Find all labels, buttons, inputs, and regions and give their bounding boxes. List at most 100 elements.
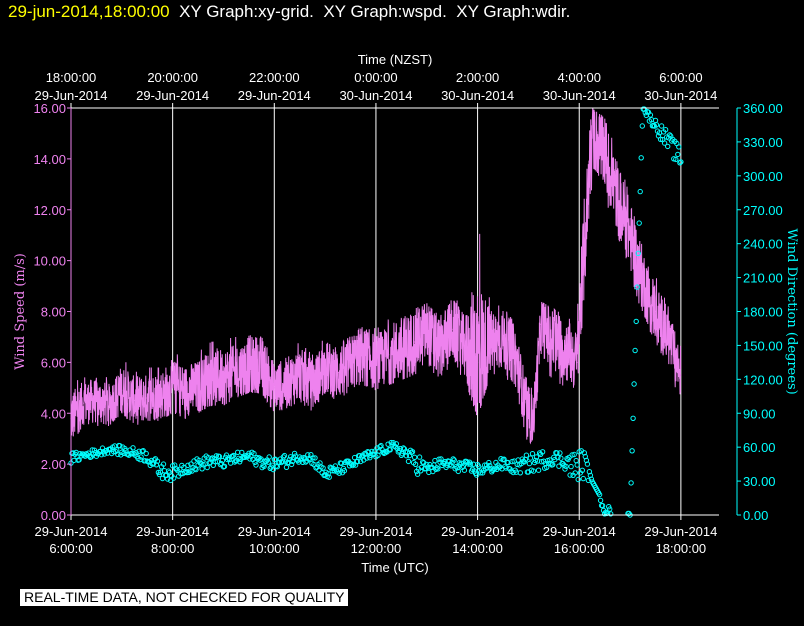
nzst-tick-date: 29-Jun-2014 [238,88,311,103]
wind-direction-marker [239,449,245,456]
y-right-tick-label: 330.00 [743,135,783,150]
y-right-tick-label: 300.00 [743,169,783,184]
wind-speed-point [210,377,212,379]
wind-direction-marker [265,459,271,465]
wind-direction-marker [117,443,123,449]
wind-direction-marker [221,463,228,469]
wind-direction-marker [260,462,266,468]
wind-speed-point [629,234,631,236]
wind-direction-marker [251,450,257,457]
wind-direction-marker [349,462,356,469]
utc-tick-date: 29-Jun-2014 [238,524,311,539]
wind-direction-marker [416,454,423,460]
y-right-tick-label: 360.00 [743,101,783,116]
y-right-tick-label: 270.00 [743,203,783,218]
wind-direction-marker [597,497,604,504]
y-right-tick-label: 60.00 [743,440,776,455]
wind-direction-marker [675,151,681,158]
wind-direction-marker [608,511,614,517]
wind-direction-marker [420,459,426,465]
wind-direction-marker [303,459,309,465]
utc-tick-time: 8:00:00 [151,541,194,556]
wind-direction-marker [517,470,523,476]
wind-speed-point [515,356,517,358]
wind-speed-point [83,402,85,404]
wind-direction-marker [491,466,497,473]
wind-direction-marker [434,465,440,471]
wind-speed-point [489,341,491,343]
wind-speed-line [70,107,682,445]
wind-speed-point [451,328,453,330]
wind-direction-marker [629,448,635,454]
wind-direction-marker [266,454,272,460]
wind-direction-marker [364,455,370,461]
wind-speed-point [197,387,199,389]
y-right-tick-label: 210.00 [743,271,783,286]
wind-direction-marker [140,448,146,454]
wind-direction-marker [130,445,136,451]
wind-speed-point [375,361,377,363]
wind-direction-marker [336,470,342,476]
wind-speed-point [426,331,428,333]
utc-tick-date: 29-Jun-2014 [441,524,514,539]
wind-direction-marker [283,464,290,470]
wind-direction-marker [312,455,318,461]
y-right-tick-label: 0.00 [743,508,768,523]
wind-direction-marker [280,454,287,460]
wind-direction-marker [558,455,564,461]
wind-direction-marker [138,454,144,460]
y-right-tick-label: 30.00 [743,474,776,489]
wind-direction-marker [653,122,660,128]
utc-tick-date: 29-Jun-2014 [35,524,108,539]
wind-direction-marker [568,463,574,470]
utc-tick-date: 29-Jun-2014 [136,524,209,539]
wind-direction-marker [556,463,562,469]
chart-header: 29-jun-2014,18:00:00 XY Graph:xy-grid. X… [8,2,570,22]
wind-direction-marker [637,188,643,195]
wind-speed-point [527,417,530,419]
y-left-tick-label: 10.00 [33,254,66,269]
wind-direction-marker [272,456,278,462]
wind-direction-marker [501,456,507,462]
wind-direction-marker [451,457,457,463]
header-graph-wdir: XY Graph:wdir. [456,2,571,21]
wind-direction-marker [547,457,553,463]
wind-direction-marker [287,454,294,460]
wind-direction-marker [328,465,334,471]
wind-speed-point [654,310,657,313]
wind-speed-point [576,361,578,363]
wind-direction-marker [634,284,640,290]
quality-disclaimer: REAL-TIME DATA, NOT CHECKED FOR QUALITY [20,589,349,606]
utc-tick-time: 12:00:00 [351,541,402,556]
wind-speed-point [95,399,98,402]
wind-direction-marker [208,456,215,462]
wind-direction-marker [661,140,668,146]
wind-speed-point [667,336,669,338]
wind-speed-point [502,338,504,341]
nzst-tick-time: 18:00:00 [46,70,97,85]
wind-direction-marker [580,475,586,482]
wind-direction-marker [509,458,515,465]
wind-direction-marker [230,452,237,459]
wind-direction-marker [335,467,341,473]
y-left-tick-label: 16.00 [33,101,66,116]
wind-speed-point [476,361,479,363]
wind-direction-marker [212,459,219,465]
wind-direction-marker [310,455,316,461]
wind-direction-marker [164,476,171,482]
wind-direction-marker [539,449,546,455]
wind-speed-point [311,384,314,386]
wind-speed-point [133,399,136,402]
wind-direction-marker [270,466,276,473]
nzst-tick-date: 30-Jun-2014 [543,88,616,103]
wind-direction-marker [630,415,636,421]
wind-direction-marker [193,466,199,473]
wind-speed-point [349,361,352,363]
y-left-tick-label: 14.00 [33,152,66,167]
wind-speed-series [70,107,682,445]
wind-direction-marker [455,468,461,475]
y-right-tick-label: 150.00 [743,338,783,353]
wind-direction-marker [571,451,577,458]
wind-direction-marker [563,463,569,470]
wind-direction-marker [401,446,408,452]
